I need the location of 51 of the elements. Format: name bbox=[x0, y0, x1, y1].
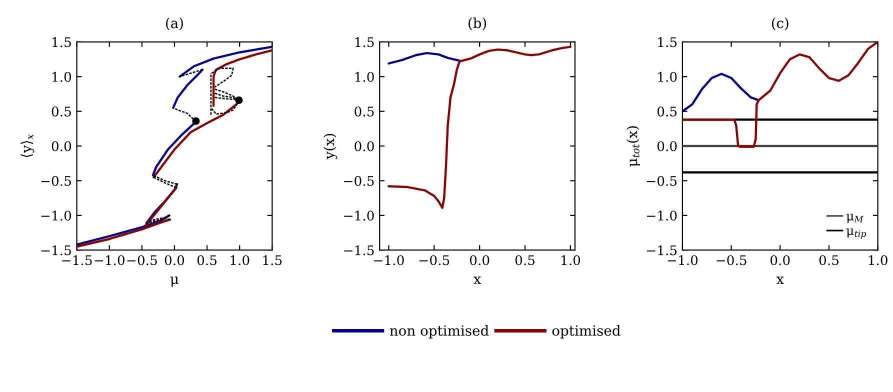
x-tick-label: 1.0 bbox=[230, 255, 250, 266]
x-tick-label: 0.0 bbox=[164, 255, 184, 266]
x-axis-title: x bbox=[474, 276, 482, 284]
y-tick-label: 1.5 bbox=[658, 37, 677, 48]
x-tick-label: 0.0 bbox=[770, 255, 790, 266]
y-tick-label: 0.0 bbox=[657, 141, 677, 152]
y-axis-title: ⟨y⟩$_{x}$ bbox=[20, 134, 34, 158]
x-tick-label: −1.5 bbox=[62, 255, 92, 266]
y-tick-label: −1.0 bbox=[344, 210, 374, 221]
x-tick-label: 1.5 bbox=[263, 255, 282, 266]
y-tick-label: −1.0 bbox=[646, 210, 677, 221]
y-axis-title: μ$_{tot}$(x) bbox=[626, 126, 640, 167]
chart-title: (b) bbox=[468, 18, 486, 30]
y-tick-label: −1.5 bbox=[344, 245, 374, 256]
x-axis-title: x bbox=[776, 276, 784, 284]
x-tick-label: 0.0 bbox=[470, 255, 490, 266]
chart-title: (c) bbox=[772, 18, 788, 30]
x-tick-label: 0.5 bbox=[819, 255, 838, 266]
y-axis-title: y(x) bbox=[324, 134, 338, 160]
x-tick-label: −0.5 bbox=[420, 255, 450, 266]
y-tick-label: 1.0 bbox=[658, 72, 677, 82]
x-tick-label: −0.5 bbox=[127, 255, 157, 266]
y-tick-label: 1.5 bbox=[355, 37, 374, 48]
y-tick-label: 1.5 bbox=[52, 37, 71, 48]
legend-label: non optimised bbox=[390, 325, 489, 338]
x-tick-label: −1.0 bbox=[374, 255, 404, 266]
x-tick-label: 1.0 bbox=[868, 255, 888, 266]
y-tick-label: −0.5 bbox=[646, 176, 677, 186]
x-tick-label: −0.5 bbox=[716, 255, 746, 266]
legend-label: μ$_{tip}$ bbox=[846, 228, 866, 239]
x-tick-label: −1.0 bbox=[668, 255, 698, 266]
y-tick-label: −1.5 bbox=[41, 245, 71, 256]
chart-title: (a) bbox=[166, 18, 183, 30]
legend-label: optimised bbox=[552, 325, 620, 338]
x-tick-label: 1.0 bbox=[562, 255, 580, 266]
x-tick-label: −1.0 bbox=[94, 255, 125, 266]
y-tick-label: 0.0 bbox=[52, 141, 72, 152]
y-tick-label: 1.0 bbox=[355, 72, 374, 82]
y-tick-label: 1.0 bbox=[52, 72, 72, 82]
y-tick-label: 0.0 bbox=[354, 141, 374, 152]
y-tick-label: −1.0 bbox=[41, 210, 72, 221]
y-tick-label: −1.5 bbox=[646, 245, 677, 256]
y-tick-label: 0.5 bbox=[657, 106, 677, 117]
x-tick-label: 0.5 bbox=[197, 255, 217, 266]
y-tick-label: −0.5 bbox=[41, 176, 71, 186]
y-tick-label: 0.5 bbox=[52, 106, 71, 117]
y-tick-label: 0.5 bbox=[354, 106, 374, 117]
legend-label: μ$_{M}$ bbox=[846, 214, 864, 223]
x-axis-title: μ bbox=[170, 276, 178, 287]
x-tick-label: 0.5 bbox=[515, 255, 534, 266]
y-tick-label: −0.5 bbox=[344, 176, 374, 186]
